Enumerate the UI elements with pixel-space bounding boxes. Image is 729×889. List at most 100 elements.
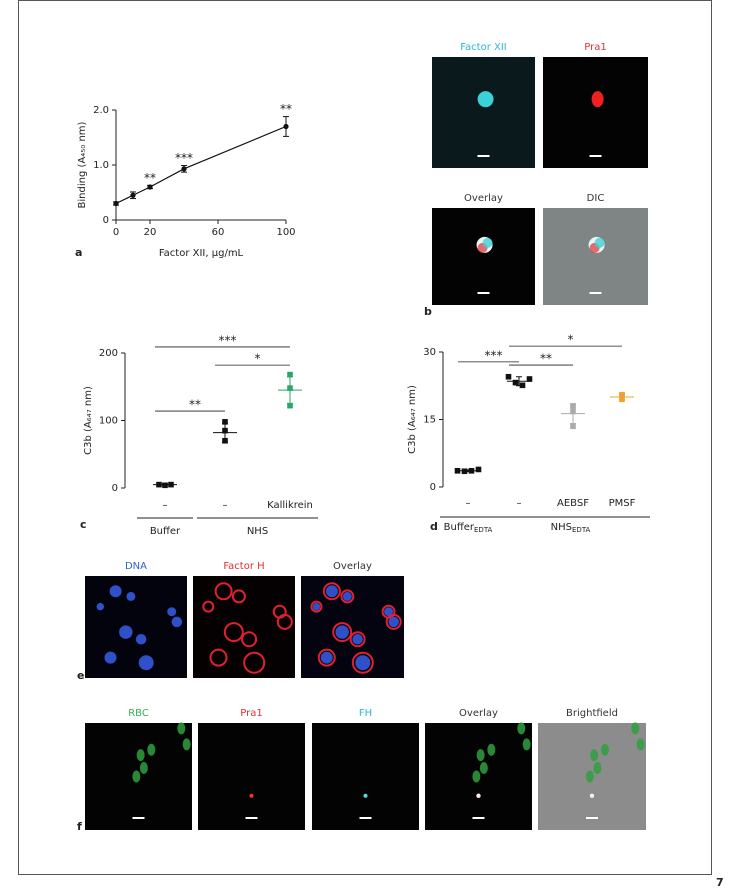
category-label: Kallikrein [267, 500, 313, 511]
group-label: Buffer [150, 526, 181, 537]
y-axis-label: C3b (A₆₄₇ nm) [83, 386, 94, 455]
group-label: NHSEDTA [551, 522, 591, 534]
x-tick-label: 100 [276, 227, 295, 238]
image-label: Pra1 [584, 42, 606, 53]
rbc-signal [590, 749, 599, 762]
data-point [512, 379, 519, 386]
cell-ring [276, 613, 293, 630]
significance-label: ** [144, 171, 156, 185]
micrograph [543, 208, 648, 305]
cell-ring [209, 648, 228, 667]
cell-ring [202, 600, 215, 613]
cell-nucleus [388, 616, 399, 628]
cell-ring [322, 582, 341, 601]
significance-label: ** [280, 102, 292, 116]
page-frame [18, 0, 712, 875]
rbc-signal [147, 743, 156, 756]
cell-nucleus [109, 585, 122, 598]
cell-nucleus [135, 633, 147, 645]
rbc-signal [476, 749, 485, 762]
image-label: Factor H [223, 561, 264, 572]
micrograph [432, 208, 535, 305]
panel-letter: d [430, 520, 438, 533]
fluorescent-spot [363, 793, 368, 798]
micrograph [198, 723, 305, 830]
data-point [181, 166, 187, 172]
significance-label: ** [540, 352, 552, 366]
data-point [147, 184, 153, 190]
significance-label: *** [219, 333, 237, 347]
fluorescent-spot [591, 91, 604, 108]
x-axis-label: Factor XII, µg/mL [159, 248, 244, 259]
fluorescent-spot [589, 793, 595, 798]
cell-nucleus [138, 655, 154, 671]
data-point [475, 466, 482, 473]
rbc-signal [182, 738, 191, 751]
micrograph [312, 723, 419, 830]
y-tick-label: 2.0 [93, 105, 109, 116]
data-line [115, 125, 287, 205]
rbc-signal [139, 761, 148, 774]
rbc-signal [631, 722, 640, 735]
group-label: NHS [247, 526, 268, 537]
significance-label: *** [175, 151, 193, 165]
fluorescent-spot [476, 793, 481, 798]
group-label-subscript: EDTA [474, 526, 493, 534]
panel-letter: e [77, 669, 84, 682]
image-label: Factor XII [460, 42, 507, 53]
data-point [505, 373, 512, 380]
rbc-signal [522, 738, 531, 751]
micrograph [543, 57, 648, 168]
cell-ring [317, 648, 336, 667]
y-tick-label: 1.0 [93, 160, 109, 171]
x-tick-label: 60 [212, 227, 225, 238]
category-label: AEBSF [557, 498, 589, 509]
rbc-signal [136, 749, 145, 762]
category-label: – [466, 498, 471, 509]
rbc-signal [585, 770, 594, 783]
cell-nucleus [335, 625, 349, 639]
cell-nucleus [126, 591, 136, 601]
cell-ring [241, 631, 258, 648]
cell-ring [243, 651, 266, 674]
significance-label: ** [189, 398, 201, 412]
micrograph [85, 576, 187, 678]
data-point [287, 402, 293, 409]
image-label: Overlay [333, 561, 372, 572]
data-point [113, 200, 119, 207]
x-tick-label: 0 [113, 227, 119, 238]
y-axis-label: Binding (A₄₅₀ nm) [77, 121, 88, 208]
cell-nucleus [320, 651, 333, 664]
category-label: PMSF [609, 498, 636, 509]
data-point [222, 419, 228, 425]
page-number: 7 [716, 876, 724, 889]
y-tick-label: 200 [99, 348, 118, 359]
rbc-signal [479, 761, 488, 774]
image-label: FH [359, 708, 372, 719]
category-label: – [517, 498, 522, 509]
data-point [130, 192, 136, 198]
rbc-signal [517, 722, 526, 735]
cell-ring [310, 600, 323, 613]
cell-nucleus [104, 651, 117, 664]
y-tick-label: 15 [423, 415, 436, 426]
rbc-signal [472, 770, 481, 783]
data-point [570, 423, 576, 430]
image-label: DNA [125, 561, 147, 572]
fluorescent-spot [477, 91, 494, 108]
group-label-text: Buffer [444, 522, 475, 533]
cell-nucleus [342, 591, 352, 601]
cell-nucleus [119, 625, 133, 639]
category-label: – [163, 500, 168, 511]
cell-ring [332, 622, 353, 643]
cell-nucleus [312, 602, 321, 611]
rbc-signal [600, 743, 609, 756]
image-label: Overlay [464, 193, 503, 204]
panel-letter: b [424, 305, 432, 318]
panel-letter: c [80, 518, 87, 531]
y-tick-label: 0 [430, 482, 436, 493]
micrograph [432, 57, 535, 168]
y-axis-label: C3b (A₆₄₇ nm) [407, 385, 418, 454]
